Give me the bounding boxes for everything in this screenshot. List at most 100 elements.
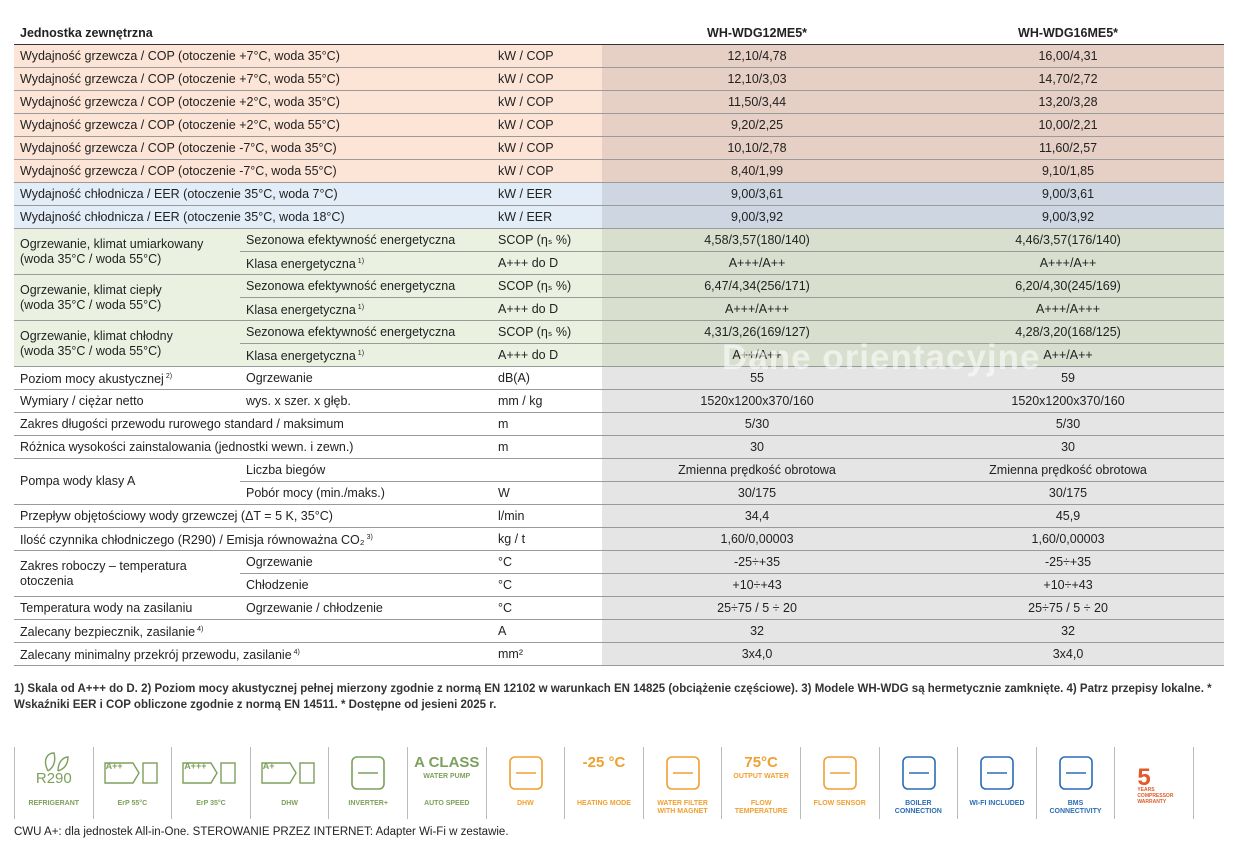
row: Wydajność grzewcza / COP (otoczenie +7°C… bbox=[14, 67, 1225, 91]
feature-icon: BOILER CONNECTION bbox=[880, 747, 959, 819]
value: -25÷+35 bbox=[602, 550, 913, 574]
icon-badge: A+ bbox=[262, 761, 275, 771]
icon-badge: A CLASS bbox=[414, 754, 480, 771]
unit bbox=[492, 458, 603, 482]
unit: mm / kg bbox=[492, 389, 603, 413]
unit: kg / t bbox=[492, 527, 603, 551]
value: 4,31/3,26(169/127) bbox=[602, 320, 913, 344]
feature-icon: -25 °C HEATING MODE bbox=[565, 747, 644, 819]
sub-text: Klasa energetyczna bbox=[246, 303, 356, 317]
row-label: Przepływ objętościowy wody grzewczej (ΔT… bbox=[14, 504, 492, 528]
value: +10÷+43 bbox=[912, 573, 1225, 597]
feature-icon: FLOW SENSOR bbox=[801, 747, 880, 819]
icon-graphic bbox=[1058, 756, 1093, 790]
sub-label: Pobór mocy (min./maks.) bbox=[240, 481, 492, 505]
value: 9,10/1,85 bbox=[912, 159, 1225, 183]
label-text: Wydajność grzewcza / COP (otoczenie +7°C… bbox=[20, 48, 340, 63]
value: 1,60/0,00003 bbox=[602, 527, 913, 551]
sub-text: Liczba biegów bbox=[246, 462, 326, 477]
icon-badge: A+++ bbox=[184, 761, 207, 771]
icon-caption: INVERTER+ bbox=[348, 800, 388, 807]
icon-shape bbox=[980, 756, 1014, 790]
icon-graphic bbox=[823, 756, 857, 790]
row-label: Wydajność grzewcza / COP (otoczenie -7°C… bbox=[14, 136, 492, 160]
icon-badge-sub: OUTPUT WATER bbox=[733, 773, 789, 780]
icon-shape bbox=[103, 762, 140, 784]
row: Temperatura wody na zasilaniu Ogrzewanie … bbox=[14, 596, 1225, 620]
value: 32 bbox=[912, 619, 1225, 643]
unit: A+++ do D bbox=[492, 343, 603, 367]
sub-text: Klasa energetyczna bbox=[246, 257, 356, 271]
icon-caption: WI-FI INCLUDED bbox=[969, 800, 1025, 807]
footnote-mark: 1) bbox=[357, 304, 365, 311]
value: A+++/A++ bbox=[912, 251, 1225, 275]
value: 30/175 bbox=[912, 481, 1225, 505]
unit: kW / COP bbox=[492, 136, 603, 160]
feature-icon: A+++ ErP 35°C bbox=[172, 747, 251, 819]
watermark: Dane orientacyjne bbox=[722, 338, 1041, 377]
value: 11,50/3,44 bbox=[602, 90, 913, 114]
feature-icon: 75°C OUTPUT WATER FLOW TEMPERATURE bbox=[722, 747, 801, 819]
unit: SCOP (ηₛ %) bbox=[492, 228, 603, 252]
icon-badge: -25 °C bbox=[582, 754, 626, 771]
label-text: Zalecany bezpiecznik, zasilanie bbox=[20, 625, 196, 639]
row: Zakres roboczy – temperatura otoczenia Og… bbox=[14, 550, 1225, 597]
row: Wydajność grzewcza / COP (otoczenie +2°C… bbox=[14, 90, 1225, 114]
icon-graphic bbox=[901, 756, 936, 790]
feature-icon: BMS CONNECTIVITY bbox=[1037, 747, 1116, 819]
row: Wydajność grzewcza / COP (otoczenie +2°C… bbox=[14, 113, 1225, 137]
unit: kW / EER bbox=[492, 182, 603, 206]
label-text: Ogrzewanie, klimat chłodny (woda 35°C / … bbox=[20, 328, 173, 358]
spec-table: Jednostka zewnętrzna WH-WDG12ME5* WH-WDG… bbox=[14, 23, 1225, 666]
icon-caption: AUTO SPEED bbox=[424, 800, 470, 807]
icon-badge-sub: WATER PUMP bbox=[423, 773, 471, 780]
value: 1520x1200x370/160 bbox=[602, 389, 913, 413]
value: 12,10/4,78 bbox=[602, 44, 913, 68]
sub-text: Ogrzewanie bbox=[246, 370, 313, 385]
label-text: Wydajność chłodnicza / EER (otoczenie 35… bbox=[20, 209, 345, 224]
label-text: Wydajność grzewcza / COP (otoczenie +2°C… bbox=[20, 94, 340, 109]
footnote-mark: 1) bbox=[357, 258, 365, 265]
row: Chłodzenie °C +10÷+43 +10÷+43 bbox=[14, 573, 1225, 597]
icon-caption: HEATING MODE bbox=[576, 800, 631, 807]
row-label: Zalecany bezpiecznik, zasilanie 4) bbox=[14, 619, 492, 643]
value: 9,00/3,92 bbox=[602, 205, 913, 229]
unit: kW / COP bbox=[492, 90, 603, 114]
row: Klasa energetyczna 1) A+++ do D A++/A++ A++/… bbox=[14, 343, 1225, 367]
value: 55 bbox=[602, 366, 913, 390]
icon-shape bbox=[44, 752, 69, 772]
icon-graphic bbox=[351, 756, 386, 790]
row: Klasa energetyczna 1) A+++ do D A+++/A++ A++… bbox=[14, 251, 1225, 275]
value: 6,47/4,34(256/171) bbox=[602, 274, 913, 298]
sub-label: Sezonowa efektywność energetyczna bbox=[240, 274, 492, 298]
icon-graphic bbox=[103, 762, 158, 784]
label-text: Wydajność grzewcza / COP (otoczenie -7°C… bbox=[20, 140, 337, 155]
footnote-mark: 4) bbox=[197, 626, 204, 633]
value: Zmienna prędkość obrotowa bbox=[912, 458, 1225, 482]
value: A++/A++ bbox=[602, 343, 913, 367]
sub-label: Sezonowa efektywność energetyczna bbox=[240, 228, 492, 252]
row: Przepływ objętościowy wody grzewczej (ΔT… bbox=[14, 504, 1225, 528]
row: Wydajność chłodnicza / EER (otoczenie 35… bbox=[14, 182, 1225, 206]
sub-label: Ogrzewanie bbox=[240, 366, 492, 390]
icon-graphic bbox=[980, 756, 1014, 790]
value: 11,60/2,57 bbox=[912, 136, 1225, 160]
row: Zakres długości przewodu rurowego standa… bbox=[14, 412, 1225, 436]
group-label: Poziom mocy akustycznej 2) bbox=[14, 366, 240, 390]
row: Ogrzewanie, klimat ciepły (woda 35°C / w… bbox=[14, 274, 1225, 321]
footnote-mark: 2) bbox=[165, 373, 173, 380]
row-label: Zalecany minimalny przekrój przewodu, za… bbox=[14, 642, 492, 666]
sub-label: Ogrzewanie bbox=[240, 550, 492, 574]
feature-icon: INVERTER+ bbox=[329, 747, 408, 819]
value: 10,00/2,21 bbox=[912, 113, 1225, 137]
value: 14,70/2,72 bbox=[912, 67, 1225, 91]
unit: kW / COP bbox=[492, 44, 603, 68]
value: 4,28/3,20(168/125) bbox=[912, 320, 1225, 344]
icon-shape bbox=[261, 762, 297, 784]
value: A+++/A++ bbox=[602, 251, 913, 275]
feature-icon: DHW bbox=[487, 747, 566, 819]
feature-icon: A++ ErP 55°C bbox=[94, 747, 173, 819]
value: 30 bbox=[602, 435, 913, 459]
sub-label: Sezonowa efektywność energetyczna bbox=[240, 320, 492, 344]
